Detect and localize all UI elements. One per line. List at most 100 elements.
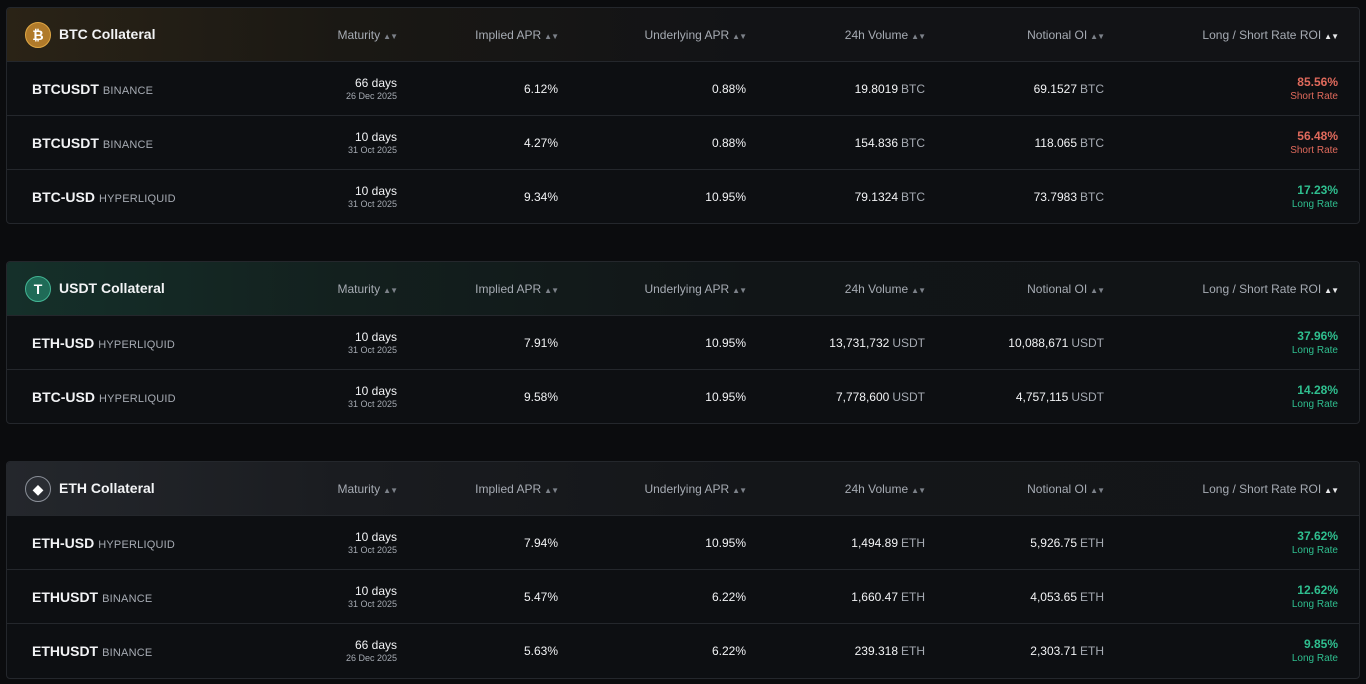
notional-oi-unit: ETH: [1080, 644, 1104, 658]
sort-icon[interactable]: ▲▼: [1090, 286, 1105, 295]
underlying-apr-column-header[interactable]: Underlying APR ▲▼: [644, 28, 747, 42]
notional-oi-cell: 2,303.71 ETH: [1030, 644, 1104, 658]
volume-cell: 13,731,732 USDT: [829, 336, 925, 350]
implied-apr-column-header[interactable]: Implied APR ▲▼: [475, 28, 559, 42]
ethereum-icon: ◆: [25, 476, 51, 502]
table-row[interactable]: BTC-USD HYPERLIQUID 10 days 31 Oct 2025 9.…: [7, 170, 1359, 223]
maturity-column-header[interactable]: Maturity ▲▼: [337, 482, 398, 496]
maturity-date: 31 Oct 2025: [347, 545, 397, 555]
notional-oi-column-header[interactable]: Notional OI ▲▼: [1027, 482, 1105, 496]
underlying-apr-value: 10.95%: [705, 536, 746, 550]
roi-rate-label: Short Rate: [1290, 91, 1338, 102]
sort-icon[interactable]: ▲▼: [383, 486, 398, 495]
volume-column-header[interactable]: 24h Volume ▲▼: [844, 482, 926, 496]
volume-unit: ETH: [901, 644, 925, 658]
roi-value: 85.56%: [1297, 75, 1338, 89]
maturity-days: 10 days: [354, 384, 397, 398]
underlying-apr-column-header[interactable]: Underlying APR ▲▼: [644, 282, 747, 296]
market-cell: ETHUSDT BINANCE: [32, 643, 152, 661]
market-cell: BTCUSDT BINANCE: [32, 135, 153, 153]
maturity-column-header[interactable]: Maturity ▲▼: [337, 282, 398, 296]
table-row[interactable]: BTCUSDT BINANCE 10 days 31 Oct 2025 4.27% …: [7, 116, 1359, 170]
implied-apr-value: 4.27%: [523, 136, 558, 150]
market-symbol: ETHUSDT: [32, 589, 99, 605]
exchange-name: HYPERLIQUID: [98, 539, 176, 551]
volume-column-header[interactable]: 24h Volume ▲▼: [844, 282, 926, 296]
notional-oi-unit: BTC: [1080, 136, 1104, 150]
sort-icon[interactable]: ▲▼: [383, 32, 398, 41]
sort-icon[interactable]: ▲▼: [383, 286, 398, 295]
implied-apr-value: 6.12%: [523, 82, 558, 96]
volume-cell: 79.1324 BTC: [855, 190, 925, 204]
sort-icon[interactable]: ▲▼: [911, 286, 926, 295]
table-row[interactable]: ETHUSDT BINANCE 10 days 31 Oct 2025 5.47% …: [7, 570, 1359, 624]
notional-oi-column-header[interactable]: Notional OI ▲▼: [1027, 282, 1105, 296]
group-title: USDT Collateral: [59, 280, 165, 296]
sort-icon[interactable]: ▲▼: [732, 32, 747, 41]
underlying-apr-column-header[interactable]: Underlying APR ▲▼: [644, 482, 747, 496]
maturity-cell: 10 days 31 Oct 2025: [348, 330, 397, 355]
market-cell: ETH-USD HYPERLIQUID: [32, 335, 175, 353]
sort-icon[interactable]: ▲▼: [544, 286, 559, 295]
roi-value: 37.62%: [1297, 529, 1338, 543]
tether-icon: T: [25, 276, 51, 302]
sort-desc-icon[interactable]: ▲▼: [1324, 286, 1339, 295]
roi-rate-label: Long Rate: [1291, 545, 1338, 556]
underlying-apr-value: 10.95%: [705, 336, 746, 350]
roi-cell: 85.56% Short Rate: [1290, 75, 1338, 102]
maturity-column-header[interactable]: Maturity ▲▼: [337, 28, 398, 42]
market-cell: BTC-USD HYPERLIQUID: [32, 389, 176, 407]
roi-column-header[interactable]: Long / Short Rate ROI ▲▼: [1202, 482, 1339, 496]
sort-icon[interactable]: ▲▼: [911, 32, 926, 41]
table-row[interactable]: ETH-USD HYPERLIQUID 10 days 31 Oct 2025 7.…: [7, 316, 1359, 370]
underlying-apr-value: 0.88%: [711, 136, 746, 150]
notional-oi-cell: 5,926.75 ETH: [1030, 536, 1104, 550]
sort-icon[interactable]: ▲▼: [544, 486, 559, 495]
notional-oi-cell: 69.1527 BTC: [1034, 82, 1104, 96]
implied-apr-value: 9.34%: [523, 190, 558, 204]
roi-value: 9.85%: [1303, 637, 1338, 651]
implied-apr-column-header[interactable]: Implied APR ▲▼: [475, 482, 559, 496]
underlying-apr-value: 6.22%: [711, 644, 746, 658]
underlying-apr-value: 10.95%: [705, 390, 746, 404]
roi-value: 56.48%: [1297, 129, 1338, 143]
sort-icon[interactable]: ▲▼: [732, 486, 747, 495]
notional-oi-cell: 4,053.65 ETH: [1030, 590, 1104, 604]
sort-desc-icon[interactable]: ▲▼: [1324, 486, 1339, 495]
sort-icon[interactable]: ▲▼: [1090, 32, 1105, 41]
volume-column-header[interactable]: 24h Volume ▲▼: [844, 28, 926, 42]
table-row[interactable]: BTCUSDT BINANCE 66 days 26 Dec 2025 6.12% …: [7, 62, 1359, 116]
maturity-days: 10 days: [354, 530, 397, 544]
maturity-days: 66 days: [354, 638, 397, 652]
underlying-apr-value: 6.22%: [711, 590, 746, 604]
maturity-days: 10 days: [354, 330, 397, 344]
exchange-name: HYPERLIQUID: [99, 193, 176, 205]
sort-icon[interactable]: ▲▼: [911, 486, 926, 495]
roi-cell: 17.23% Long Rate: [1292, 183, 1338, 210]
market-symbol: ETH-USD: [32, 335, 95, 351]
roi-value: 14.28%: [1297, 383, 1338, 397]
sort-icon[interactable]: ▲▼: [1090, 486, 1105, 495]
market-symbol: BTC-USD: [32, 389, 95, 405]
table-row[interactable]: BTC-USD HYPERLIQUID 10 days 31 Oct 2025 9.…: [7, 370, 1359, 423]
implied-apr-column-header[interactable]: Implied APR ▲▼: [475, 282, 559, 296]
notional-oi-value: 5,926.75: [1030, 536, 1077, 550]
maturity-date: 31 Oct 2025: [347, 145, 397, 155]
sort-icon[interactable]: ▲▼: [544, 32, 559, 41]
market-symbol: ETH-USD: [32, 535, 95, 551]
eth-collateral-panel: ◆ ETH Collateral Maturity ▲▼ Implied APR ▲…: [6, 461, 1360, 679]
market-symbol: BTC-USD: [32, 189, 95, 205]
market-symbol: BTCUSDT: [32, 81, 99, 97]
notional-oi-value: 4,757,115: [1015, 390, 1069, 404]
table-row[interactable]: ETHUSDT BINANCE 66 days 26 Dec 2025 5.63% …: [7, 624, 1359, 678]
roi-cell: 37.96% Long Rate: [1292, 329, 1338, 356]
notional-oi-column-header[interactable]: Notional OI ▲▼: [1027, 28, 1105, 42]
roi-rate-label: Long Rate: [1291, 653, 1338, 664]
roi-column-header[interactable]: Long / Short Rate ROI ▲▼: [1202, 28, 1339, 42]
table-row[interactable]: ETH-USD HYPERLIQUID 10 days 31 Oct 2025 7.…: [7, 516, 1359, 570]
sort-desc-icon[interactable]: ▲▼: [1324, 32, 1339, 41]
maturity-date: 31 Oct 2025: [347, 599, 397, 609]
roi-column-header[interactable]: Long / Short Rate ROI ▲▼: [1202, 282, 1339, 296]
sort-icon[interactable]: ▲▼: [732, 286, 747, 295]
roi-cell: 37.62% Long Rate: [1292, 529, 1338, 556]
